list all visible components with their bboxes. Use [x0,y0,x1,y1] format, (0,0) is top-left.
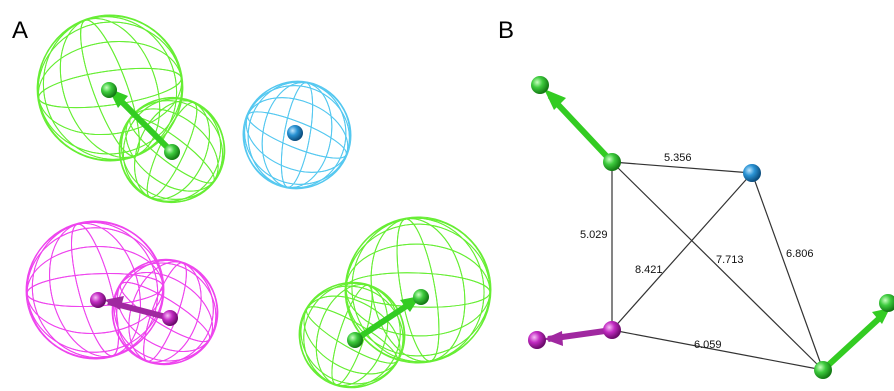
mesh-line [299,282,405,388]
purple-atom-b [162,310,178,326]
distance-label-d6: 6.059 [694,339,722,351]
b-green-arrow-bottom [820,311,887,373]
b-green-arrowhead-bottom [872,308,890,324]
b-blue-atom [743,164,761,182]
blue-mesh-sphere [242,80,352,190]
green-arrow-top [113,93,175,155]
distance-label-d1: 5.356 [664,152,692,164]
b-green-atom-bottom-base [814,361,832,379]
purple-arrowhead [104,296,124,310]
panel-b: 5.356 5.029 8.421 7.713 6.806 6.059 [528,76,894,379]
b-green-arrow-top [547,93,615,165]
line-d5 [751,172,824,371]
distance-lines [611,161,824,371]
panel-a [25,14,492,389]
green-arrow-bottom [353,298,416,343]
magenta-mesh-large [25,220,165,360]
mesh-line [31,221,159,359]
mesh-line [37,15,183,161]
b-purple-arrowhead [544,331,563,346]
purple-atom-a [90,292,106,308]
b-green-atom-top-tip [531,76,549,94]
b-purple-atom-tip [528,331,546,349]
line-d6 [611,329,824,371]
magenta-mesh-small [111,258,219,366]
green-mesh-large-bottom [344,216,492,364]
green-atom-top-b [164,144,180,160]
mesh-line [26,221,164,359]
line-d1 [611,161,753,174]
green-mesh-small-bottom [298,281,406,389]
mesh-line [31,221,159,359]
b-green-arrowhead-top [544,89,566,110]
mesh-line [25,221,165,359]
distance-label-d2: 5.029 [580,229,608,241]
mesh-line [119,97,225,203]
distance-label-d4: 7.713 [716,254,744,266]
mesh-line [345,217,491,363]
line-d3 [611,172,753,331]
b-green-atom-bottom-tip [879,294,894,312]
mesh-line [26,246,164,334]
distance-label-d3: 8.421 [635,264,663,276]
mesh-line [112,259,218,365]
green-atom-top-a [101,82,117,98]
green-atom-bottom-b [347,332,363,348]
b-green-atom-top-base [603,153,621,171]
b-purple-atom-base [603,321,621,339]
mesh-line [26,246,164,334]
mesh-line [243,81,351,189]
green-atom-bottom-a [413,289,429,305]
mesh-line [26,220,164,360]
green-mesh-large-top [36,14,184,162]
panel-label-b: B [498,17,514,44]
green-mesh-small-top [118,96,226,204]
panel-label-a: A [12,17,28,44]
distance-label-d5: 6.806 [786,248,814,260]
blue-atom-a [287,125,303,141]
line-d4 [611,161,824,371]
